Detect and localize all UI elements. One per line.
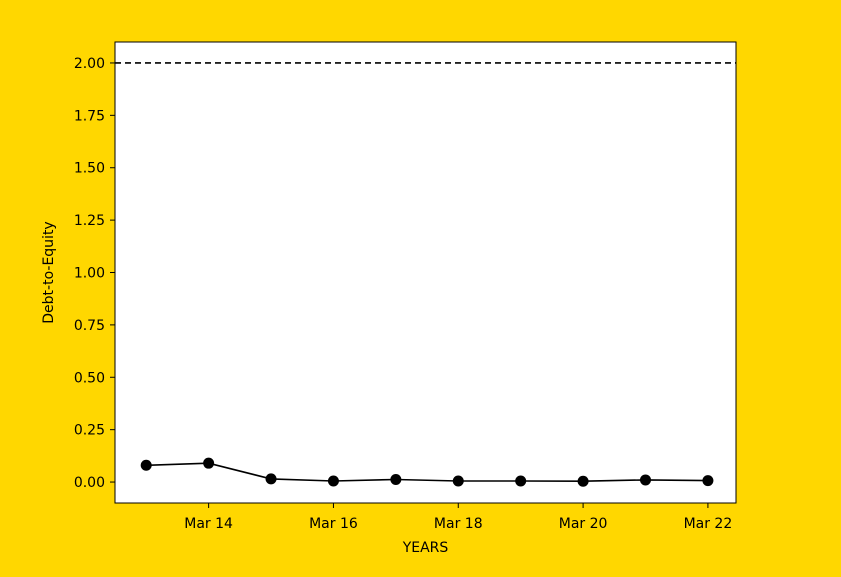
x-tick-label: Mar 18 <box>434 516 483 532</box>
plot-area <box>115 42 736 503</box>
data-point <box>702 475 714 487</box>
y-tick-label: 0.50 <box>74 370 105 386</box>
x-tick-label: Mar 14 <box>184 516 233 532</box>
data-point <box>577 475 589 487</box>
y-tick-label: 1.25 <box>74 213 105 229</box>
data-point <box>327 475 339 487</box>
y-tick-label: 0.75 <box>74 318 105 334</box>
series-line <box>146 462 708 483</box>
data-point <box>203 457 215 469</box>
x-tick-label: Mar 20 <box>559 516 608 532</box>
y-axis-title: Debt-to-Equity <box>41 221 57 323</box>
data-point <box>140 459 152 471</box>
data-point <box>265 473 277 485</box>
data-point <box>515 475 527 487</box>
y-tick-label: 0.25 <box>74 423 105 439</box>
y-tick-label: 1.75 <box>74 108 105 124</box>
y-tick-label: 1.00 <box>74 266 105 282</box>
x-tick-label: Mar 16 <box>309 516 358 532</box>
x-tick-label: Mar 22 <box>684 516 733 532</box>
y-tick-label: 0.00 <box>74 475 105 491</box>
y-tick-label: 1.50 <box>74 161 105 177</box>
data-point <box>452 475 464 487</box>
x-axis-title: YEARS <box>402 540 449 556</box>
y-tick-label: 2.00 <box>74 56 105 72</box>
data-point <box>640 474 652 486</box>
data-point <box>390 474 402 486</box>
